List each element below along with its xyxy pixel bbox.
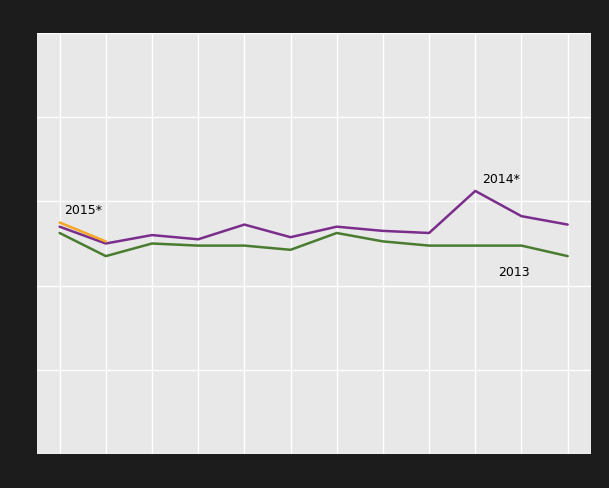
Text: 2015*: 2015* (65, 204, 102, 217)
Text: 2013: 2013 (498, 265, 530, 278)
Text: 2014*: 2014* (482, 172, 520, 185)
